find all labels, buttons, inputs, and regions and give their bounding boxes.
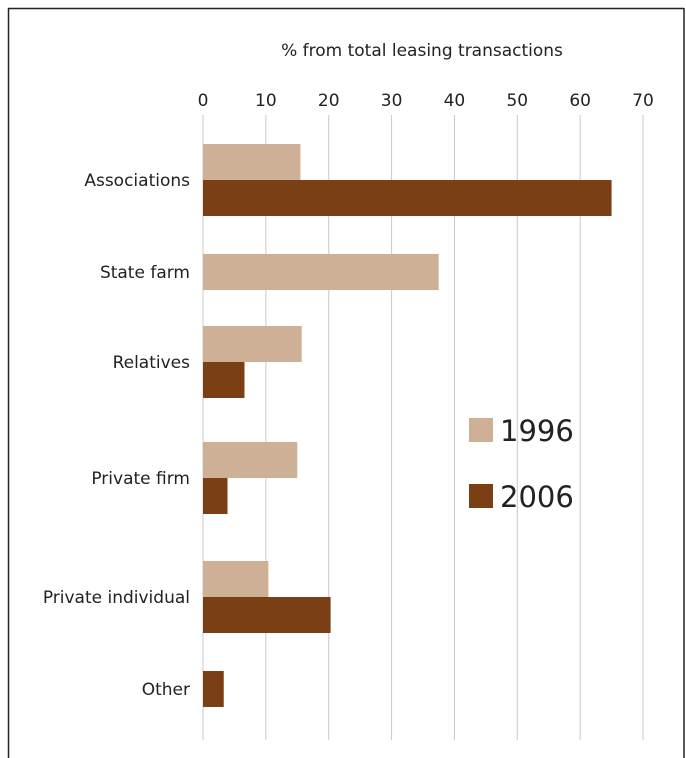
bars (203, 144, 612, 707)
tick-label-50: 50 (506, 91, 528, 111)
bar-1996 (203, 254, 439, 290)
tick-labels: 0 10 20 30 40 50 60 70 (198, 91, 654, 111)
tick-label-40: 40 (444, 91, 466, 111)
tick-label-30: 30 (381, 91, 403, 111)
bar-1996 (203, 144, 301, 180)
tick-label-10: 10 (255, 91, 277, 111)
bar-1996 (203, 442, 298, 478)
tick-label-70: 70 (632, 91, 654, 111)
bar-2006 (203, 671, 224, 707)
bar-1996 (203, 561, 269, 597)
legend-label-2006: 2006 (500, 480, 574, 514)
tick-label-20: 20 (318, 91, 340, 111)
bar-2006 (203, 180, 612, 216)
bar-2006 (203, 362, 245, 398)
tick-label-0: 0 (198, 91, 209, 111)
bar-2006 (203, 597, 331, 633)
category-label: State farm (100, 263, 190, 283)
tick-label-60: 60 (569, 91, 591, 111)
legend: 1996 2006 (469, 414, 574, 514)
bar-2006 (203, 478, 228, 514)
legend-swatch-2006 (469, 484, 493, 508)
category-labels: Associations State farm Relatives Private f… (43, 171, 190, 700)
legend-label-1996: 1996 (500, 414, 574, 448)
grid-layer (202, 115, 644, 740)
category-label: Relatives (113, 353, 191, 373)
category-label: Private firm (91, 469, 190, 489)
bar-1996 (203, 326, 302, 362)
category-label: Private individual (43, 588, 190, 608)
axis-title: % from total leasing transactions (281, 41, 563, 61)
legend-swatch-1996 (469, 418, 493, 442)
category-label: Other (142, 680, 190, 700)
category-label: Associations (84, 171, 190, 191)
